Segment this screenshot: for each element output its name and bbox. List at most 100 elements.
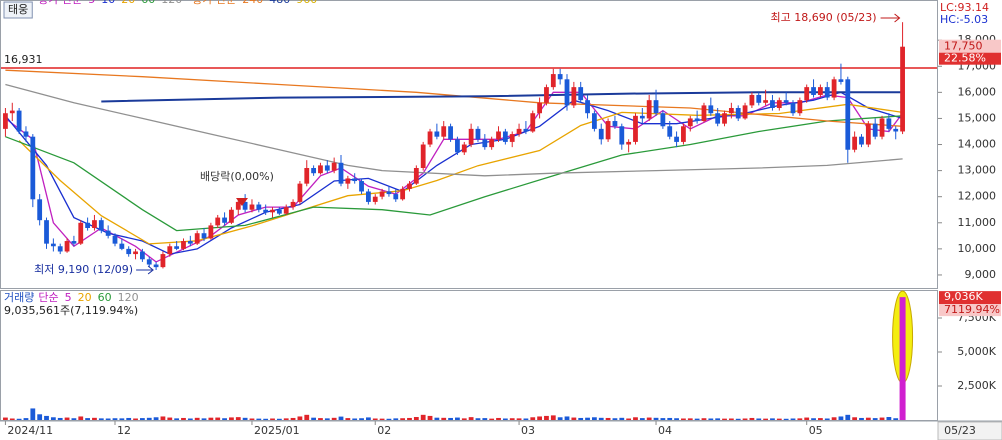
candle-body (612, 121, 618, 127)
candle-body (865, 123, 871, 145)
candle-body (461, 144, 467, 153)
volume-bar (57, 417, 63, 420)
legend-entry: 480 (269, 0, 290, 6)
volume-bar (98, 418, 104, 420)
candle-body (879, 118, 885, 137)
volume-bar (763, 418, 769, 420)
volume-bar (3, 417, 8, 420)
candle-body (660, 113, 666, 127)
volume-bar (728, 418, 734, 420)
change-label: 22.58% (944, 52, 986, 65)
candle-body (763, 100, 769, 103)
volume-info: 9,035,561주(7,119.94%) (4, 304, 138, 317)
candle-body (886, 118, 892, 129)
volume-bar (461, 418, 467, 420)
volume-bar (489, 418, 495, 420)
volume-bar (242, 417, 248, 420)
candle-body (482, 139, 488, 148)
candle-body (824, 87, 830, 98)
volume-bar (37, 414, 43, 420)
volume-bar (455, 417, 460, 420)
candle-body (92, 220, 97, 228)
candle-body (591, 113, 597, 129)
volume-bar (544, 415, 549, 420)
low-arrow (136, 265, 154, 275)
candle-body (160, 254, 166, 268)
candle-body (441, 126, 447, 137)
candle-body (318, 165, 323, 174)
ma-line (5, 83, 903, 177)
y-tick-label: 16,000 (958, 85, 997, 98)
candle-body (530, 113, 536, 132)
volume-bar (372, 418, 378, 420)
volume-bar (804, 417, 810, 420)
volume-y-tick-label: 5,000K (957, 345, 996, 358)
candle-body (804, 87, 810, 101)
candle-body (859, 136, 864, 145)
volume-bar (420, 414, 426, 420)
volume-bar (133, 418, 138, 420)
candle-body (646, 100, 652, 119)
x-tick-label: 05 (809, 424, 823, 437)
y-tick-label: 13,000 (958, 164, 997, 177)
volume-bar (9, 418, 15, 420)
volume-bar (222, 418, 227, 420)
candle-body (352, 178, 358, 182)
x-tick-label: 03 (521, 424, 535, 437)
candle-body (468, 128, 474, 145)
candle-body (133, 251, 138, 255)
volume-bar (845, 414, 851, 420)
legend-entry: 10 (101, 0, 115, 6)
change-box (939, 52, 1001, 65)
lc-label: LC:93.14 (940, 1, 989, 14)
volume-bar (550, 415, 556, 420)
volume-bar (181, 417, 186, 420)
candle-body (523, 128, 529, 132)
volume-bar (64, 417, 70, 420)
candle-body (756, 94, 762, 103)
volume-bar (139, 418, 145, 420)
volume-bar (482, 418, 488, 420)
candle-body (413, 168, 419, 184)
volume-bar (407, 417, 412, 420)
candle-body (235, 201, 241, 210)
volume-ratio-label: 7119.94% (944, 303, 1000, 316)
volume-bar (523, 418, 529, 420)
legend-entry: 60 (141, 0, 155, 6)
candle-body (770, 100, 775, 108)
candle-body (489, 139, 495, 148)
volume-bar (578, 417, 584, 420)
low-annotation: 최저 9,190 (12/09) (34, 263, 133, 276)
volume-bar (85, 418, 91, 420)
candle-body (900, 46, 905, 132)
candle-body (434, 131, 440, 137)
candle-body (407, 183, 412, 189)
candle-body (78, 222, 84, 244)
volume-bar (797, 418, 803, 420)
y-tick-label: 14,000 (958, 138, 997, 151)
candle-body (393, 194, 399, 200)
candle-body (3, 113, 8, 129)
volume-bar (290, 417, 296, 420)
volume-bar (653, 417, 659, 420)
x-cursor-box (937, 421, 1002, 440)
volume-bar (379, 418, 385, 420)
volume-bar (71, 418, 77, 420)
candle-body (16, 110, 22, 132)
volume-bar (633, 417, 638, 420)
volume-bar (852, 417, 858, 420)
candle-body (817, 87, 823, 95)
volume-bar (667, 417, 673, 420)
candle-body (667, 126, 673, 137)
volume-bar (174, 418, 180, 420)
candle-body (557, 74, 563, 80)
candle-body (626, 141, 632, 145)
candle-body (544, 87, 549, 103)
volume-bar (201, 418, 207, 420)
y-tick-label: 12,000 (958, 190, 997, 203)
volume-bar (352, 418, 358, 420)
volume-bar (146, 417, 152, 420)
candle-body (324, 165, 330, 171)
volume-bar (359, 418, 364, 420)
